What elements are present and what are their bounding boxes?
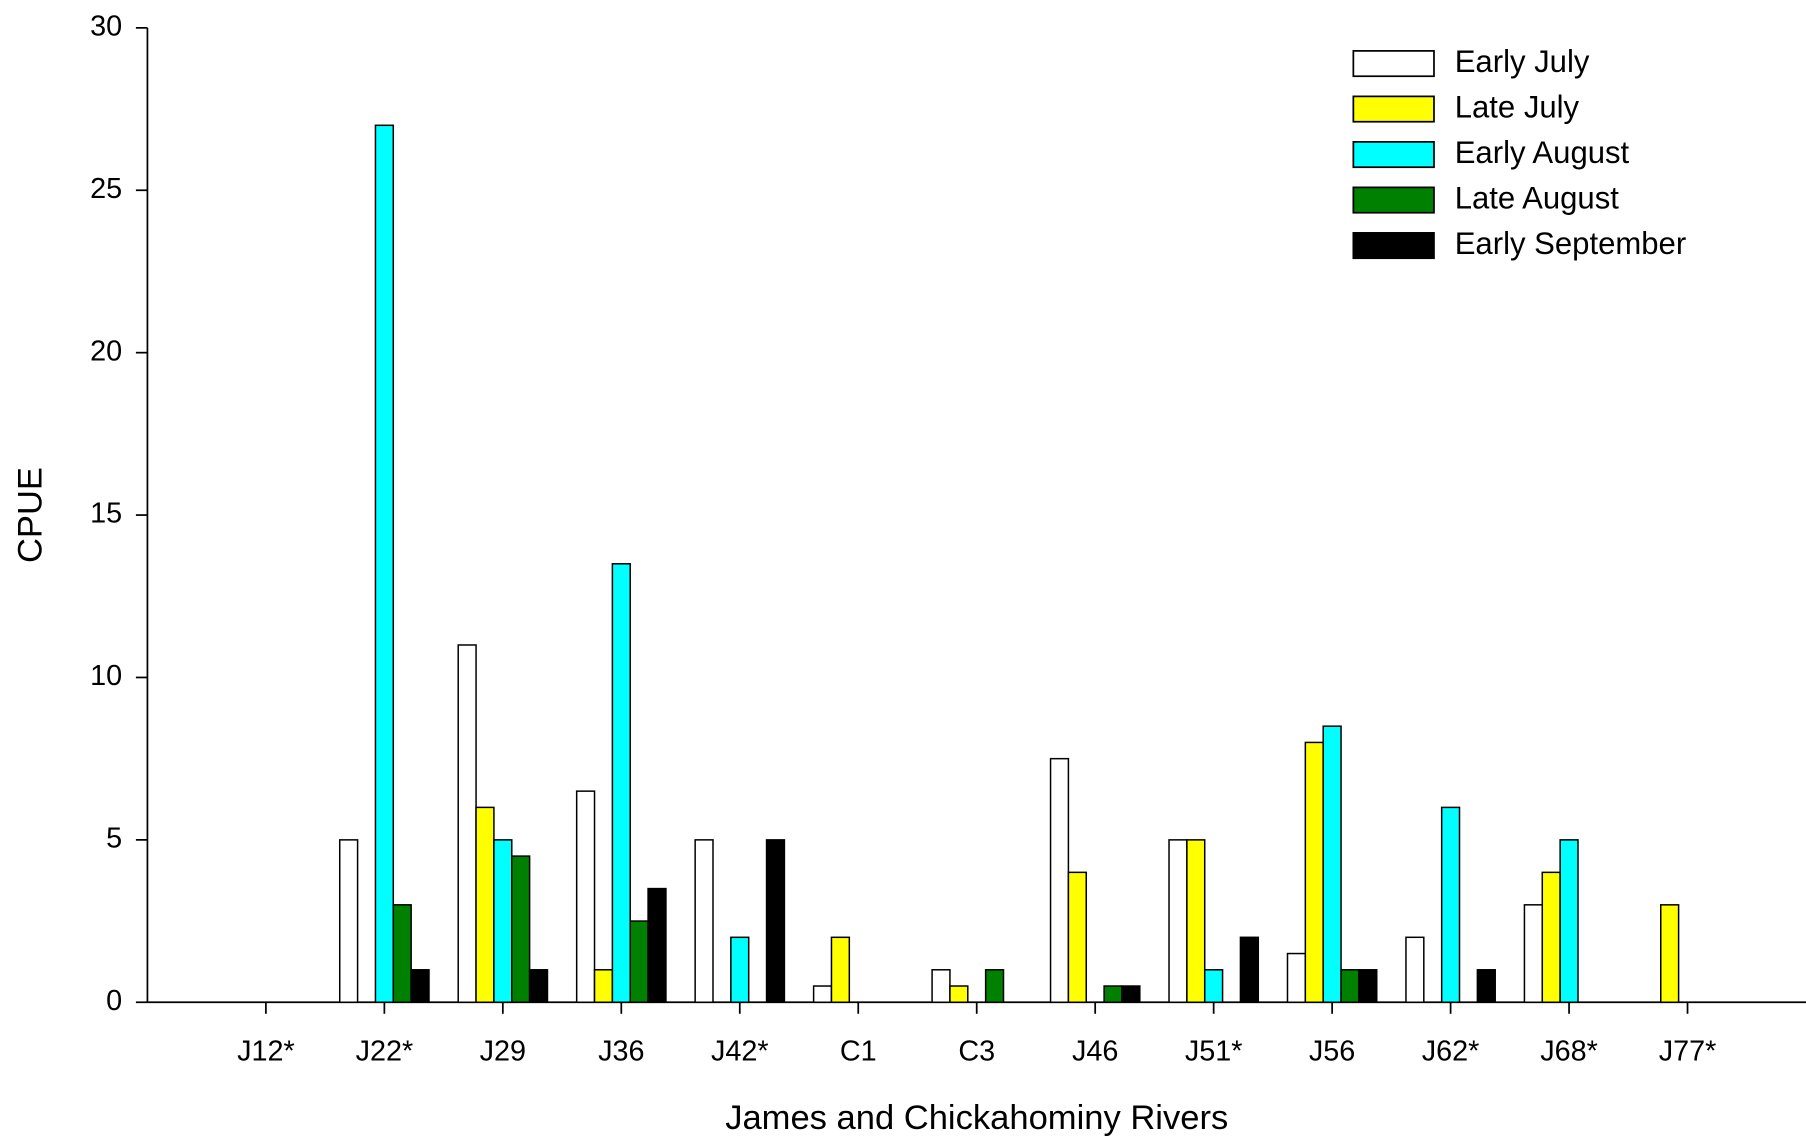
y-tick-label: 25	[90, 173, 122, 205]
legend-swatch	[1352, 141, 1435, 169]
x-tick-label: J22*	[356, 1036, 414, 1068]
bar	[984, 969, 1005, 1004]
bar	[475, 806, 495, 1004]
bar	[1239, 936, 1260, 1004]
bar	[1304, 741, 1324, 1004]
bar	[1340, 969, 1360, 1004]
x-tick-label: C1	[840, 1036, 877, 1068]
x-tick-label: J77*	[1659, 1036, 1717, 1068]
bar	[1559, 839, 1579, 1004]
bar	[1541, 871, 1561, 1004]
bar	[1103, 985, 1123, 1004]
x-tick-label: J12*	[237, 1036, 295, 1068]
bar	[694, 839, 714, 1004]
bar	[410, 969, 430, 1004]
x-tick-label: J42*	[711, 1036, 769, 1068]
y-tick-label: 15	[90, 498, 122, 530]
bar	[374, 124, 395, 1004]
bar	[611, 563, 631, 1004]
y-tick-label: 5	[106, 822, 122, 854]
legend-swatch	[1352, 50, 1435, 78]
x-tick-label: J46	[1072, 1036, 1118, 1068]
bar	[338, 839, 359, 1004]
bar	[1405, 936, 1425, 1004]
legend-swatch	[1352, 232, 1435, 260]
x-tick-label: J56	[1309, 1036, 1355, 1068]
bar	[1049, 757, 1070, 1004]
bar	[392, 904, 412, 1004]
bar	[1121, 985, 1141, 1004]
x-tick-label: J51*	[1185, 1036, 1243, 1068]
bar	[593, 969, 614, 1004]
x-axis-label: James and Chickahominy Rivers	[725, 1099, 1228, 1137]
bar	[1286, 952, 1307, 1004]
legend-label: Late August	[1455, 180, 1620, 215]
bar	[1440, 806, 1461, 1004]
legend-label: Late July	[1455, 89, 1580, 124]
x-tick-label: C3	[958, 1036, 995, 1068]
y-axis-label: CPUE	[11, 467, 49, 563]
bar	[730, 936, 750, 1004]
x-tick-label: J68*	[1540, 1036, 1598, 1068]
bar	[1322, 725, 1342, 1004]
legend-swatch	[1352, 95, 1435, 123]
bar	[528, 969, 549, 1004]
y-tick-label: 20	[90, 335, 122, 367]
legend-label: Early September	[1455, 226, 1686, 261]
bar	[629, 920, 649, 1004]
legend-label: Early August	[1455, 135, 1630, 170]
bar	[511, 855, 531, 1004]
bar	[647, 887, 667, 1004]
bar	[575, 790, 596, 1004]
bar	[1358, 969, 1378, 1004]
y-tick-label: 30	[90, 10, 122, 42]
y-tick-label: 0	[106, 985, 122, 1017]
y-tick-label: 10	[90, 660, 122, 692]
bar	[830, 936, 851, 1004]
bar	[1203, 969, 1224, 1004]
bar	[949, 985, 969, 1004]
bar	[1067, 871, 1088, 1004]
bar	[457, 644, 477, 1004]
bar	[493, 839, 513, 1004]
legend-label: Early July	[1455, 44, 1590, 79]
legend-swatch	[1352, 186, 1435, 214]
x-tick-label: J29	[480, 1036, 526, 1068]
bar	[1168, 839, 1188, 1004]
x-tick-label: J62*	[1422, 1036, 1480, 1068]
bar	[1476, 969, 1496, 1004]
bar	[765, 839, 786, 1004]
bar	[812, 985, 833, 1004]
x-tick-label: J36	[598, 1036, 644, 1068]
bar	[1186, 839, 1206, 1004]
bar	[1660, 904, 1680, 1004]
bar	[1523, 904, 1544, 1004]
bar	[931, 969, 951, 1004]
